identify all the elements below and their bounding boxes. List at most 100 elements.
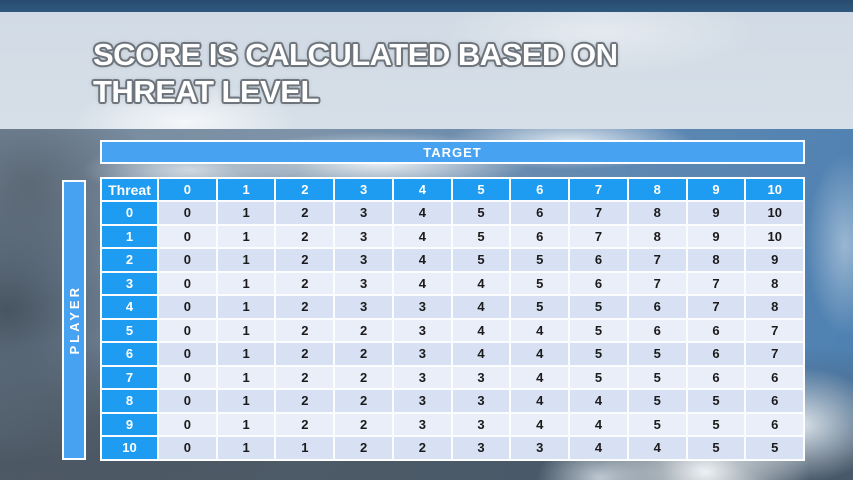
score-cell: 3 [451, 412, 511, 436]
score-cell: 3 [334, 224, 393, 248]
score-cell: 2 [275, 224, 335, 248]
score-cell: 1 [216, 436, 276, 460]
score-cell: 0 [158, 412, 217, 436]
score-cell: 7 [569, 224, 628, 248]
score-cell: 3 [334, 201, 393, 225]
score-cell: 1 [216, 342, 276, 366]
score-cell: 4 [627, 436, 687, 460]
score-cell: 4 [451, 318, 511, 342]
score-cell: 3 [392, 342, 452, 366]
score-cell: 0 [158, 318, 217, 342]
column-header: 6 [510, 178, 570, 201]
score-cell: 0 [158, 365, 217, 389]
score-cell: 5 [686, 412, 746, 436]
score-cell: 5 [451, 224, 511, 248]
title-band: SCORE IS CALCULATED BASED ON THREAT LEVE… [0, 12, 853, 129]
score-cell: 2 [334, 412, 393, 436]
target-label-text: TARGET [423, 144, 482, 160]
score-cell: 3 [451, 365, 511, 389]
score-cell: 4 [451, 342, 511, 366]
slide-title-line2: THREAT LEVEL [93, 74, 319, 109]
score-cell: 8 [745, 271, 805, 295]
score-cell: 9 [686, 201, 746, 225]
score-cell: 1 [216, 295, 276, 319]
score-cell: 5 [627, 342, 687, 366]
score-cell: 3 [334, 295, 393, 319]
row-header: 0 [101, 201, 158, 225]
score-cell: 3 [334, 248, 393, 272]
score-cell: 5 [686, 389, 746, 413]
score-cell: 6 [686, 365, 746, 389]
score-cell: 6 [510, 201, 570, 225]
score-cell: 5 [510, 271, 570, 295]
score-cell: 2 [392, 436, 452, 460]
score-cell: 9 [686, 224, 746, 248]
score-cell: 3 [392, 412, 452, 436]
score-cell: 6 [745, 365, 805, 389]
score-cell: 7 [569, 201, 628, 225]
row-header: 7 [101, 365, 158, 389]
score-cell: 6 [745, 389, 805, 413]
slide-title-line1: SCORE IS CALCULATED BASED ON [93, 37, 618, 72]
score-cell: 2 [334, 436, 393, 460]
score-cell: 8 [686, 248, 746, 272]
score-cell: 3 [510, 436, 570, 460]
score-cell: 7 [627, 271, 687, 295]
score-cell: 7 [686, 295, 746, 319]
score-cell: 5 [569, 318, 628, 342]
table-row: 1 0 1 2 3 4 5 6 7 8 9 10 [101, 224, 805, 248]
score-cell: 0 [158, 224, 217, 248]
score-cell: 10 [745, 224, 805, 248]
score-cell: 2 [275, 389, 335, 413]
score-cell: 8 [627, 224, 687, 248]
score-cell: 7 [745, 342, 805, 366]
score-cell: 2 [334, 318, 393, 342]
column-header: 3 [334, 178, 393, 201]
score-cell: 0 [158, 271, 217, 295]
column-header: 0 [158, 178, 217, 201]
slide-title: SCORE IS CALCULATED BASED ON THREAT LEVE… [93, 36, 618, 110]
score-cell: 6 [686, 342, 746, 366]
score-cell: 4 [569, 436, 628, 460]
score-cell: 6 [510, 224, 570, 248]
score-cell: 3 [334, 271, 393, 295]
score-cell: 4 [510, 412, 570, 436]
score-cell: 6 [627, 295, 687, 319]
score-cell: 2 [275, 318, 335, 342]
score-table: Threat 0 1 2 3 4 5 6 7 8 9 10 0 0 1 2 3 4 5 6 7 8 9 10 1 0 1 2 3 4 5 6 7… [100, 177, 805, 461]
score-cell: 5 [569, 342, 628, 366]
score-cell: 4 [510, 342, 570, 366]
score-cell: 5 [569, 295, 628, 319]
score-cell: 1 [216, 201, 276, 225]
score-cell: 2 [275, 342, 335, 366]
score-cell: 6 [569, 271, 628, 295]
score-cell: 4 [451, 271, 511, 295]
score-cell: 3 [451, 436, 511, 460]
score-cell: 5 [451, 201, 511, 225]
column-header: 7 [569, 178, 628, 201]
score-cell: 2 [275, 271, 335, 295]
score-cell: 6 [627, 318, 687, 342]
score-cell: 3 [392, 318, 452, 342]
column-header: 5 [451, 178, 511, 201]
score-cell: 3 [392, 365, 452, 389]
score-cell: 0 [158, 295, 217, 319]
score-cell: 0 [158, 248, 217, 272]
score-cell: 8 [745, 295, 805, 319]
row-header: 5 [101, 318, 158, 342]
score-cell: 10 [745, 201, 805, 225]
score-cell: 4 [392, 224, 452, 248]
score-cell: 5 [627, 389, 687, 413]
score-cell: 3 [392, 295, 452, 319]
score-cell: 0 [158, 389, 217, 413]
score-cell: 0 [158, 201, 217, 225]
column-header: 8 [627, 178, 687, 201]
column-header: 1 [216, 178, 276, 201]
score-cell: 4 [510, 389, 570, 413]
